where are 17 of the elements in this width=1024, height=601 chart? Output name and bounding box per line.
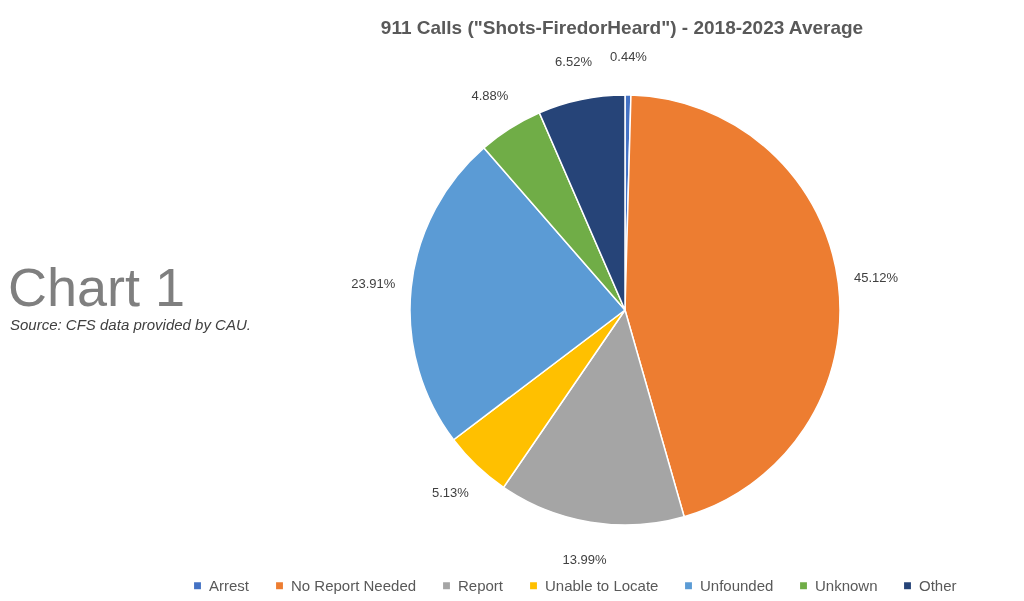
- caption: Chart 1: [8, 257, 186, 317]
- data-label: 6.52%: [555, 54, 593, 70]
- data-label: 23.91%: [351, 275, 396, 291]
- legend-label: Unable to Locate: [545, 576, 659, 594]
- chart-title: 911 Calls ("Shots-FiredorHeard") - 2018-2023 Average: [380, 17, 864, 38]
- source-note: Source: CFS data provided by CAU.: [10, 316, 251, 333]
- legend-label: Report: [458, 576, 504, 594]
- data-label: 45.12%: [853, 270, 899, 286]
- legend-label: Unfounded: [700, 576, 774, 594]
- data-label: 4.88%: [471, 88, 509, 104]
- legend-label: No Report Needed: [291, 576, 417, 594]
- legend-label: Arrest: [209, 576, 250, 594]
- legend-label: Unknown: [815, 576, 878, 594]
- data-label: 5.13%: [431, 485, 470, 501]
- legend-label: Other: [919, 576, 957, 594]
- data-label: 0.44%: [610, 49, 648, 65]
- data-label: 13.99%: [562, 551, 607, 567]
